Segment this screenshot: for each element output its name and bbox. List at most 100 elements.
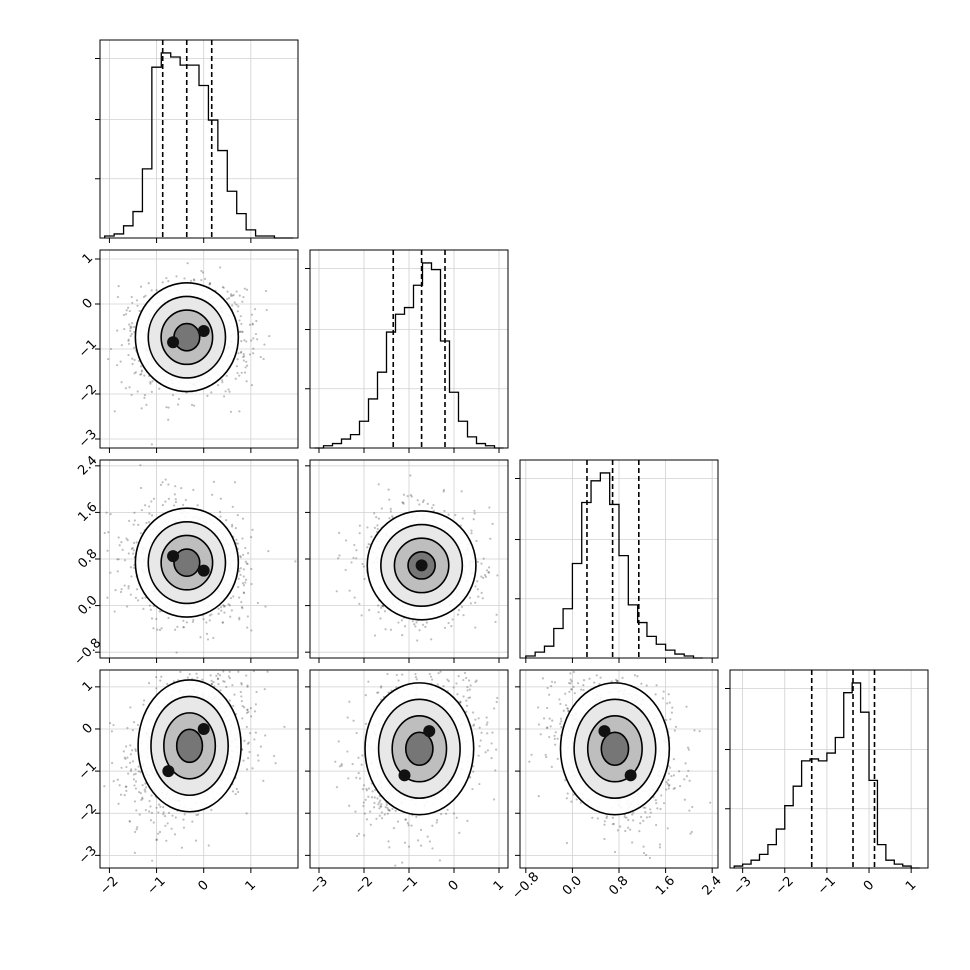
sample-point	[140, 372, 143, 376]
sample-point	[208, 282, 212, 286]
sample-point	[241, 705, 244, 708]
sample-point	[127, 772, 130, 775]
sample-point	[267, 550, 270, 553]
sample-point	[174, 628, 177, 631]
sample-point	[477, 754, 480, 757]
sample-point	[485, 569, 489, 572]
sample-point	[245, 360, 248, 363]
sample-point	[195, 813, 198, 817]
sample-point	[239, 567, 242, 570]
sample-point	[460, 605, 464, 609]
sample-point	[236, 310, 239, 313]
sample-point	[469, 602, 473, 605]
sample-point	[223, 611, 226, 614]
sample-point	[144, 790, 147, 793]
sample-point	[243, 739, 246, 742]
sample-point	[228, 390, 231, 393]
subplot-frame	[729, 669, 929, 869]
sample-point	[222, 286, 225, 289]
sample-point	[348, 589, 351, 592]
sample-point	[376, 524, 379, 527]
sample-point	[430, 638, 433, 641]
sample-point	[116, 778, 119, 781]
sample-point	[451, 618, 454, 621]
sample-point	[113, 610, 116, 613]
sample-point	[130, 326, 133, 329]
sample-point	[455, 816, 458, 819]
sample-point	[257, 759, 260, 762]
sample-point	[124, 387, 128, 390]
sample-point	[394, 809, 397, 812]
histogram-step	[525, 472, 703, 659]
sample-point	[119, 590, 123, 594]
sample-point	[201, 678, 204, 681]
sample-point	[155, 838, 159, 841]
sample-point	[246, 552, 250, 555]
sample-point	[352, 719, 355, 722]
sample-point	[249, 536, 253, 539]
sample-point	[138, 813, 141, 816]
sample-point	[440, 812, 443, 816]
sample-point	[245, 340, 248, 343]
sample-point	[361, 562, 364, 566]
sample-point	[133, 519, 136, 522]
sample-point	[338, 554, 341, 557]
sample-point	[145, 403, 148, 407]
sample-point	[217, 384, 220, 387]
sample-point	[242, 591, 246, 595]
sample-point	[264, 289, 268, 293]
sample-point	[135, 541, 138, 544]
sample-point	[236, 513, 239, 517]
sample-point	[148, 512, 151, 515]
sample-point	[380, 817, 384, 820]
sample-point	[438, 859, 442, 862]
sample-point	[388, 517, 391, 520]
sample-point	[132, 523, 135, 526]
subplot-0-0	[95, 39, 299, 243]
sample-point	[150, 390, 153, 393]
sample-point	[130, 547, 133, 551]
sample-point	[447, 513, 450, 516]
sample-point	[133, 358, 136, 362]
sample-point	[358, 524, 361, 527]
sample-point	[116, 558, 119, 561]
sample-point	[134, 787, 137, 790]
sample-point	[234, 377, 237, 380]
sample-point	[335, 590, 338, 593]
sample-point	[249, 732, 252, 735]
sample-point	[480, 575, 483, 578]
sample-point	[274, 762, 277, 765]
sample-point	[119, 360, 122, 363]
sample-point	[116, 329, 119, 332]
sample-point	[666, 827, 669, 830]
sample-point	[242, 353, 245, 356]
sample-point	[111, 761, 114, 765]
sample-point	[362, 804, 365, 808]
density-peak	[167, 550, 180, 563]
sample-point	[247, 710, 250, 714]
sample-point	[237, 305, 240, 308]
sample-point	[226, 297, 229, 301]
sample-point	[605, 816, 608, 820]
sample-point	[248, 353, 252, 356]
sample-point	[136, 826, 139, 829]
sample-point	[227, 388, 230, 391]
sample-point	[230, 294, 233, 298]
sample-point	[465, 704, 469, 707]
sample-point	[249, 707, 253, 710]
sample-point	[666, 782, 669, 786]
sample-point	[179, 670, 182, 673]
sample-point	[139, 771, 142, 774]
sample-point	[401, 861, 404, 864]
sample-point	[649, 811, 652, 814]
sample-point	[217, 683, 220, 686]
sample-point	[418, 503, 421, 506]
sample-point	[379, 617, 382, 620]
sample-point	[133, 346, 136, 349]
sample-point	[237, 790, 240, 794]
sample-point	[435, 818, 439, 822]
sample-point	[139, 486, 143, 490]
sample-point	[485, 716, 488, 719]
sample-point	[421, 623, 425, 626]
sample-point	[386, 812, 389, 815]
